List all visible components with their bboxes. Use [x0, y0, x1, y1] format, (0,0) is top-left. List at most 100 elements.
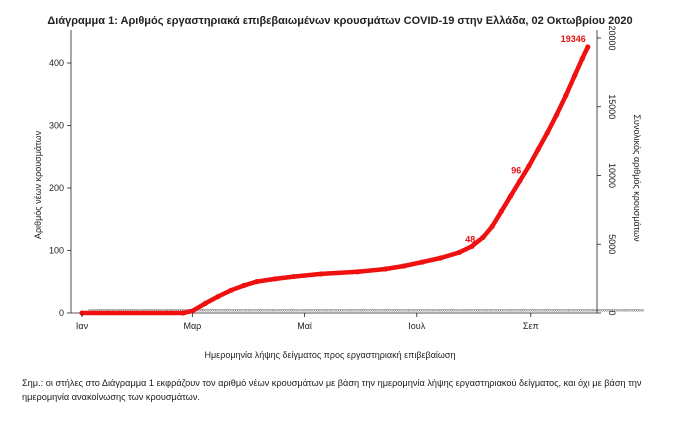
cumulative-point — [254, 279, 260, 285]
bar-value-label: 0 — [421, 309, 423, 313]
bar-value-label: 0 — [616, 309, 618, 313]
bar-value-label: 0 — [416, 309, 418, 313]
bar-value-label: 0 — [344, 309, 346, 313]
bar-value-label: 0 — [350, 309, 352, 313]
y2-axis-label: Συνολικός αριθμός κρουσμάτων — [632, 114, 642, 242]
bar-value-label: 0 — [386, 309, 388, 313]
bar-value-label: 0 — [574, 309, 576, 313]
bar-value-label: 0 — [556, 309, 558, 313]
bar-value-label: 0 — [447, 309, 449, 313]
bar-value-label: 0 — [414, 309, 416, 313]
bar-value-label: 0 — [594, 309, 596, 313]
bar-value-label: 0 — [392, 309, 394, 313]
bar-value-label: 0 — [412, 309, 414, 313]
bar-value-label: 0 — [429, 309, 431, 313]
bar-value-label: 0 — [396, 309, 398, 313]
bar-value-label: 0 — [346, 309, 348, 313]
cumulative-point — [579, 56, 585, 62]
bar-value-label: 0 — [397, 309, 399, 313]
bar-value-label: 0 — [169, 309, 171, 313]
cumulative-point — [189, 308, 195, 314]
bar-value-label: 0 — [202, 309, 204, 313]
bar-value-label: 0 — [495, 309, 497, 313]
x-tick-label: Ιαν — [76, 321, 89, 331]
bar-value-label: 0 — [578, 309, 580, 313]
bar-value-label: 0 — [384, 309, 386, 313]
bar-value-label: 0 — [149, 309, 151, 313]
bar-value-label: 0 — [305, 309, 307, 313]
bar-value-label: 0 — [438, 309, 440, 313]
bar-value-label: 0 — [627, 309, 629, 313]
bar-value-label: 0 — [261, 309, 263, 313]
y-tick-label: 0 — [59, 308, 64, 318]
bar-value-label: 0 — [179, 309, 181, 313]
bar-value-label: 0 — [217, 309, 219, 313]
bar-value-label: 0 — [445, 309, 447, 313]
bar-value-label: 0 — [605, 309, 607, 313]
bar-value-label: 0 — [493, 309, 495, 313]
bar-value-label: 0 — [462, 309, 464, 313]
bar-value-label: 0 — [465, 309, 467, 313]
bar-value-label: 0 — [219, 309, 221, 313]
annotation-label: 48 — [465, 234, 475, 244]
bar-value-label: 0 — [554, 309, 556, 313]
bar-value-label: 0 — [339, 309, 341, 313]
bar-value-label: 0 — [579, 309, 581, 313]
bar-value-label: 0 — [625, 309, 627, 313]
bar-value-label: 0 — [624, 309, 626, 313]
y-axis-label: Αριθμός νέων κρουσμάτων — [33, 130, 43, 239]
bar-value-label: 0 — [289, 309, 291, 313]
bar-value-label: 0 — [403, 309, 405, 313]
bar-value-label: 0 — [254, 309, 256, 313]
bar-value-label: 0 — [136, 309, 138, 313]
bar-value-label: 0 — [99, 309, 101, 313]
cumulative-point — [544, 130, 550, 136]
y-axis-ticks: 0 100 200 300 400 — [49, 58, 71, 318]
bar-value-label: 0 — [234, 309, 236, 313]
bar-value-label: 0 — [532, 309, 534, 313]
bar-value-label: 0 — [484, 309, 486, 313]
y2-tick-label: 0 — [607, 310, 617, 315]
y2-tick-label: 20000 — [607, 25, 617, 50]
bar-value-label: 0 — [607, 309, 609, 313]
x-axis-label: Ημερομηνία λήψης δείγματος προς εργαστηρ… — [205, 350, 456, 360]
bar-value-label: 0 — [453, 309, 455, 313]
bar-value-label: 0 — [618, 309, 620, 313]
cumulative-point — [585, 44, 591, 50]
bar-value-label: 0 — [423, 309, 425, 313]
bar-value-label: 0 — [419, 309, 421, 313]
y-tick-label: 200 — [49, 183, 64, 193]
bar-value-label: 0 — [276, 309, 278, 313]
bar-value-label: 0 — [269, 309, 271, 313]
bar-value-label: 0 — [589, 309, 591, 313]
bar-value-label: 0 — [313, 309, 315, 313]
bar-value-label: 0 — [524, 309, 526, 313]
bar-value-label: 0 — [585, 309, 587, 313]
bar-value-label: 0 — [482, 309, 484, 313]
bar-value-label: 0 — [381, 309, 383, 313]
bar-value-label: 0 — [213, 309, 215, 313]
bar-value-label: 0 — [223, 309, 225, 313]
bar-value-label: 0 — [116, 309, 118, 313]
bar-value-label: 0 — [522, 309, 524, 313]
bar-value-label: 0 — [241, 309, 243, 313]
chart: Διάγραμμα 1: Αριθμός εργαστηριακά επιβεβ… — [33, 15, 644, 360]
bar-value-label: 0 — [407, 309, 409, 313]
bar-value-label: 0 — [449, 309, 451, 313]
bar-value-label: 0 — [309, 309, 311, 313]
bar-value-label: 0 — [563, 309, 565, 313]
bar-value-label: 0 — [526, 309, 528, 313]
bar-value-label: 0 — [140, 309, 142, 313]
bar-value-label: 0 — [318, 309, 320, 313]
bar-value-label: 0 — [388, 309, 390, 313]
bar-value-label: 0 — [631, 309, 633, 313]
cumulative-point — [517, 178, 523, 184]
bar-value-label: 0 — [550, 309, 552, 313]
cumulative-point — [290, 273, 297, 280]
bar-value-label: 0 — [230, 309, 232, 313]
bar-value-label: 0 — [590, 309, 592, 313]
bar-value-label: 0 — [166, 309, 168, 313]
y-tick-label: 400 — [49, 58, 64, 68]
bar-value-label: 0 — [602, 309, 604, 313]
bar-value-label: 0 — [533, 309, 535, 313]
